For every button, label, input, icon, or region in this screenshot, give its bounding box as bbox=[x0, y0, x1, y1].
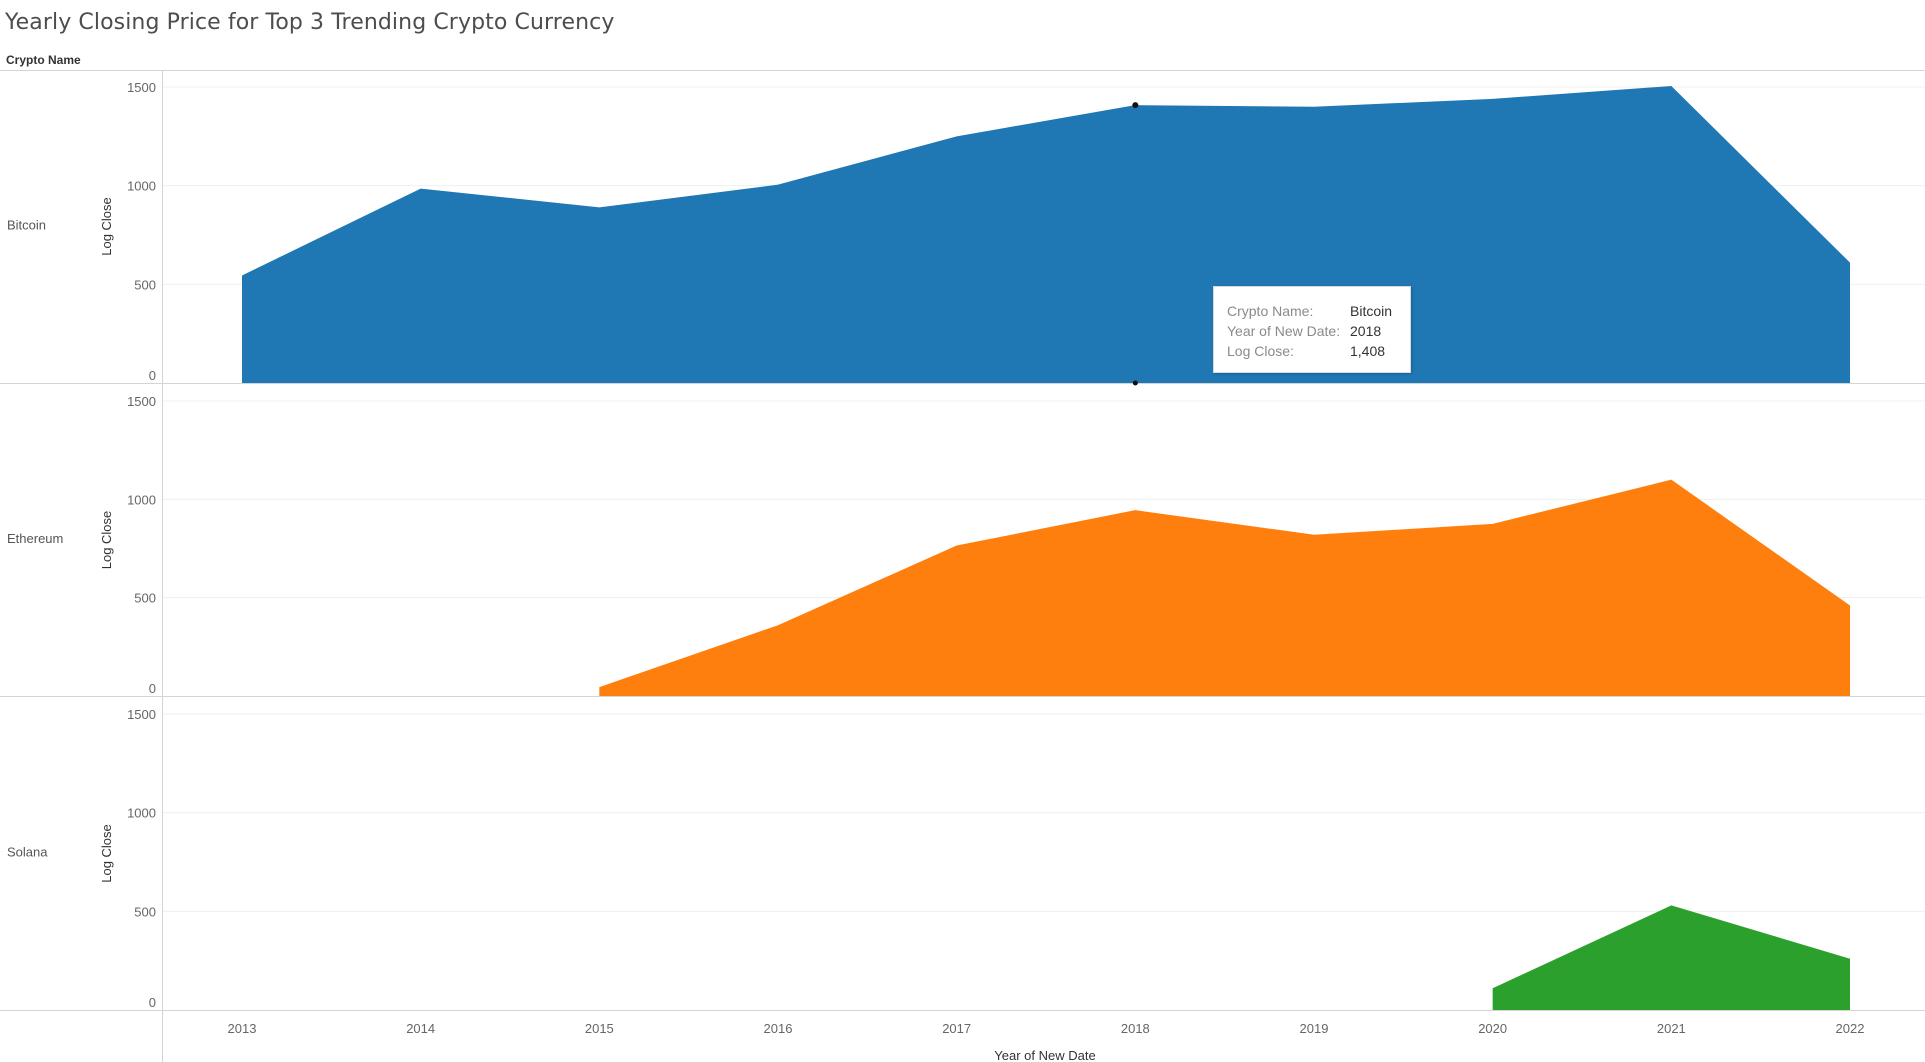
x-tick-label: 2013 bbox=[228, 1021, 257, 1036]
y-tick-label: 1500 bbox=[127, 707, 156, 722]
x-tick-label: 2015 bbox=[585, 1021, 614, 1036]
x-tick-label: 2021 bbox=[1657, 1021, 1686, 1036]
y-tick-label: 1500 bbox=[127, 394, 156, 409]
y-axis-title: Log Close bbox=[99, 824, 114, 883]
area-bitcoin bbox=[242, 86, 1850, 383]
y-tick-label: 0 bbox=[149, 681, 156, 696]
y-tick-label: 0 bbox=[149, 368, 156, 383]
x-tick-label: 2016 bbox=[764, 1021, 793, 1036]
y-tick-label: 500 bbox=[134, 277, 156, 292]
y-tick-label: 1500 bbox=[127, 80, 156, 95]
x-tick-label: 2017 bbox=[942, 1021, 971, 1036]
x-tick-label: 2022 bbox=[1836, 1021, 1865, 1036]
x-tick-label: 2018 bbox=[1121, 1021, 1150, 1036]
y-tick-label: 0 bbox=[149, 995, 156, 1010]
row-header-bitcoin: Bitcoin bbox=[7, 218, 46, 233]
row-header-ethereum: Ethereum bbox=[7, 531, 63, 546]
tooltip-value: Bitcoin bbox=[1350, 303, 1393, 319]
x-tick-label: 2020 bbox=[1478, 1021, 1507, 1036]
tooltip-value: 2018 bbox=[1350, 323, 1382, 339]
tooltip-row: Log Close: 1,408 bbox=[1227, 341, 1410, 361]
y-tick-label: 500 bbox=[134, 591, 156, 606]
row-header-label: Crypto Name bbox=[6, 53, 81, 67]
y-tick-label: 1000 bbox=[127, 179, 156, 194]
area-ethereum bbox=[599, 479, 1851, 696]
x-tick-label: 2019 bbox=[1300, 1021, 1329, 1036]
area-solana bbox=[1492, 905, 1850, 1010]
tooltip-row: Year of New Date: 2018 bbox=[1227, 321, 1410, 341]
tooltip-key: Crypto Name: bbox=[1227, 303, 1314, 319]
y-axis-title: Log Close bbox=[99, 197, 114, 256]
highlight-point bbox=[1132, 102, 1139, 109]
chart-title: Yearly Closing Price for Top 3 Trending … bbox=[5, 10, 615, 35]
y-tick-label: 1000 bbox=[127, 492, 156, 507]
x-tick-label: 2014 bbox=[406, 1021, 435, 1036]
y-axis-title: Log Close bbox=[99, 511, 114, 570]
tooltip-row: Crypto Name: Bitcoin bbox=[1227, 301, 1410, 321]
tooltip: Crypto Name: Bitcoin Year of New Date: 201… bbox=[1213, 286, 1411, 373]
x-axis-title: Year of New Date bbox=[994, 1048, 1095, 1062]
highlight-baseline-point bbox=[1132, 380, 1138, 386]
row-header-solana: Solana bbox=[7, 845, 48, 860]
tooltip-key: Year of New Date: bbox=[1227, 323, 1341, 339]
y-tick-label: 1000 bbox=[127, 806, 156, 821]
tooltip-value: 1,408 bbox=[1350, 343, 1386, 359]
tooltip-key: Log Close: bbox=[1227, 343, 1294, 359]
y-tick-label: 500 bbox=[134, 904, 156, 919]
